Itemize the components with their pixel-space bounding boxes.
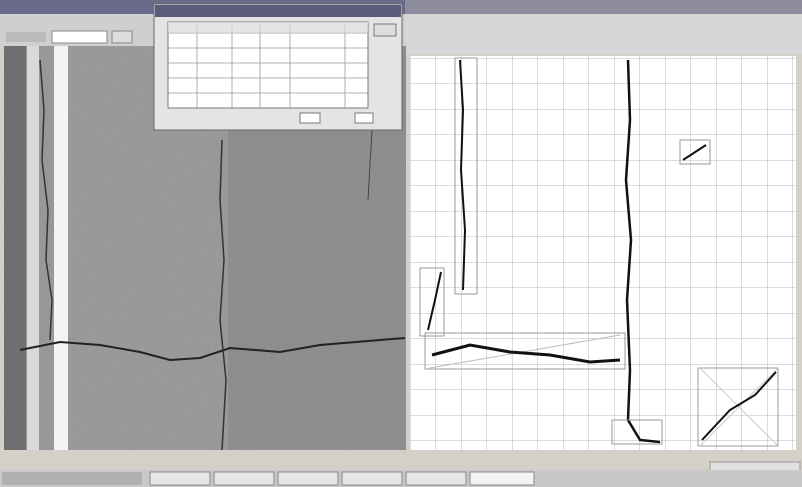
tool-buttons[interactable]: [6, 32, 46, 42]
crack-map: [410, 56, 796, 450]
toolbar-button[interactable]: [111, 30, 133, 44]
right-title-bar: [405, 0, 802, 14]
dialog-button[interactable]: [373, 23, 397, 37]
spin-box[interactable]: [299, 112, 321, 124]
quick-launch[interactable]: [2, 472, 142, 485]
crack-info-dialog: [153, 3, 403, 131]
taskbar-buttons[interactable]: [149, 471, 535, 486]
right-header: [405, 14, 802, 54]
spin-box[interactable]: [354, 112, 374, 124]
zoom-combo[interactable]: [51, 30, 108, 44]
status-bar: [0, 450, 802, 462]
